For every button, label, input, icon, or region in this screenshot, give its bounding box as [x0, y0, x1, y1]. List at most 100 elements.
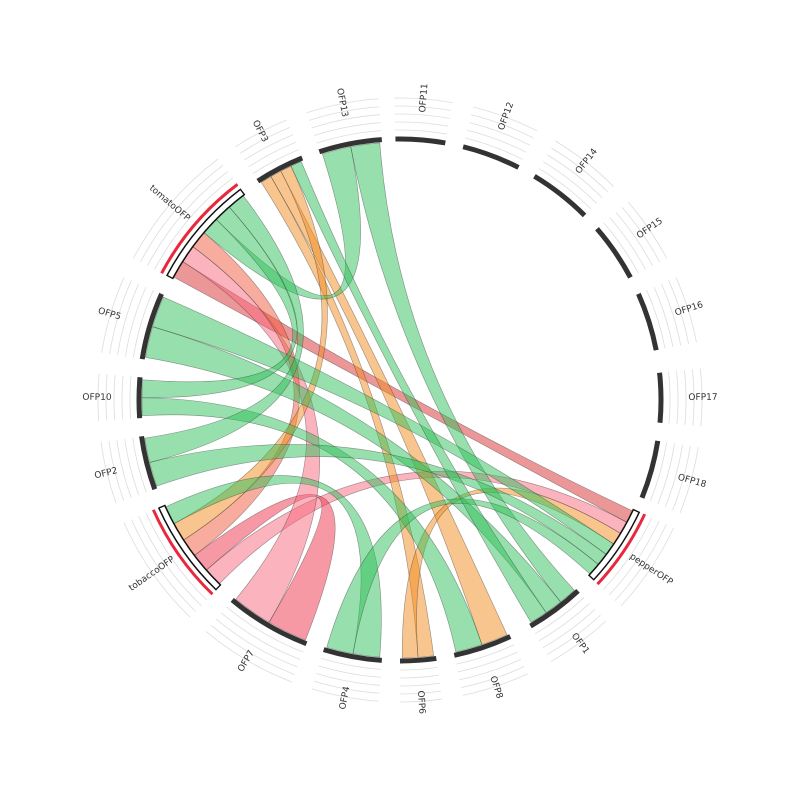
- track-ring: [620, 527, 675, 607]
- track-ring: [116, 439, 132, 498]
- node-label: OFP1: [569, 631, 591, 656]
- node-label: OFP7: [236, 649, 257, 674]
- node-label: OFP18: [676, 473, 707, 490]
- track-ring: [313, 122, 381, 136]
- ideogram: [399, 655, 437, 664]
- track-ring: [462, 673, 528, 696]
- track-ring: [100, 441, 117, 504]
- node-label: OFP6: [415, 690, 427, 714]
- track-ring: [657, 443, 675, 505]
- node-label: OFP3: [250, 119, 270, 144]
- track-ring: [129, 376, 132, 419]
- track-ring: [615, 212, 653, 266]
- track-ring: [394, 105, 452, 111]
- track-ring: [318, 665, 381, 678]
- track-ring: [124, 438, 140, 496]
- track-ring: [609, 217, 646, 270]
- track-ring: [132, 158, 219, 259]
- track-ring: [138, 516, 202, 607]
- track-ring: [132, 437, 147, 493]
- track-ring: [472, 106, 538, 132]
- track-ring: [664, 444, 683, 508]
- track-ring: [101, 277, 125, 353]
- track-ring: [97, 373, 100, 422]
- ideogram: [595, 227, 633, 279]
- track-ring: [147, 171, 229, 266]
- node-label: OFP12: [497, 101, 517, 132]
- track-ring: [653, 286, 674, 348]
- track-ring: [309, 106, 380, 121]
- link-ribbon: [145, 326, 562, 614]
- track-ring: [252, 149, 300, 174]
- track-ring: [316, 130, 382, 144]
- node-label: OFP5: [97, 306, 122, 322]
- track-ring: [145, 512, 208, 601]
- track-ring: [399, 698, 443, 703]
- track-ring: [538, 603, 590, 642]
- node-label: OFP15: [635, 216, 665, 241]
- track-ring: [676, 370, 679, 425]
- track-ring: [244, 134, 294, 161]
- node-label: OFP2: [94, 466, 119, 481]
- track-ring: [534, 597, 585, 635]
- track-ring: [603, 517, 653, 590]
- track-ring: [154, 177, 233, 270]
- track-ring: [121, 375, 124, 420]
- track-ring: [131, 519, 197, 612]
- ideogram-inner: [167, 190, 244, 278]
- ideogram: [462, 144, 520, 170]
- track-ring: [399, 690, 441, 695]
- ideogram-highlight: [596, 513, 647, 586]
- track-ring: [457, 651, 518, 673]
- track-ring: [235, 119, 288, 148]
- track-ring: [394, 97, 453, 103]
- ideogram: [230, 598, 308, 646]
- track-ring: [691, 369, 695, 426]
- ideogram: [533, 174, 587, 218]
- track-ring: [311, 688, 379, 702]
- track-ring: [399, 682, 440, 687]
- node-label: OFP8: [487, 675, 504, 701]
- track-ring: [668, 371, 671, 424]
- track-ring: [123, 522, 191, 618]
- ideogram: [636, 292, 659, 351]
- track-ring: [551, 147, 609, 193]
- track-ring: [603, 222, 639, 274]
- track-ring: [399, 674, 439, 679]
- track-ring: [684, 370, 687, 425]
- track-ring: [320, 657, 382, 670]
- track-ring: [461, 666, 525, 688]
- track-ring: [608, 520, 660, 596]
- node-label: OFP4: [338, 685, 352, 710]
- track-ring: [649, 442, 668, 502]
- track-ring: [660, 283, 682, 346]
- track-ring: [672, 445, 691, 511]
- track-ring: [459, 658, 522, 681]
- ideogram: [139, 292, 164, 360]
- track-ring: [646, 290, 666, 349]
- ideogram-highlight: [151, 509, 214, 596]
- node-label: OFP17: [688, 393, 717, 403]
- track-ring: [125, 286, 147, 357]
- track-ring: [313, 680, 380, 694]
- ideogram: [322, 647, 382, 663]
- ideogram: [657, 372, 664, 423]
- track-ring: [668, 280, 689, 344]
- ideogram-inner: [159, 506, 220, 589]
- track-ring: [395, 121, 449, 127]
- track-ring: [542, 608, 596, 649]
- track-ring: [215, 618, 298, 668]
- ideogram: [136, 377, 143, 419]
- node-label: tobaccoOFP: [127, 554, 177, 593]
- track-ring: [108, 440, 125, 501]
- track-ring: [469, 122, 531, 146]
- track-ring: [205, 631, 292, 683]
- track-ring: [699, 368, 703, 427]
- track-ring: [550, 620, 607, 662]
- track-ring: [306, 98, 379, 114]
- track-ring: [546, 614, 601, 655]
- ideogram-inner: [589, 510, 639, 579]
- track-ring: [542, 161, 597, 204]
- track-ring: [621, 206, 660, 263]
